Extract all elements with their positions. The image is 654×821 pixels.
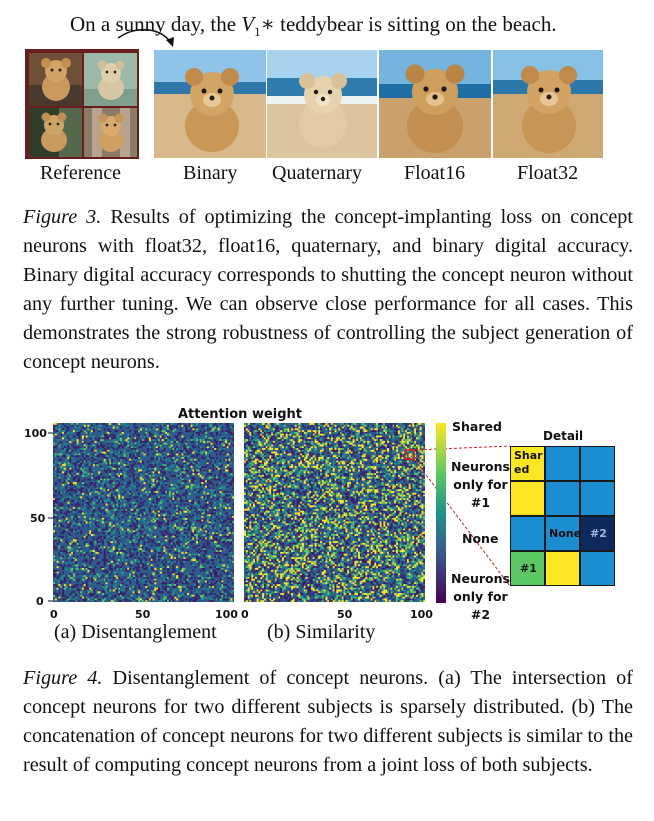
label-float32: Float32 bbox=[517, 162, 579, 184]
colorbar-label-none: None bbox=[462, 531, 499, 546]
figure3-prompt: On a sunny day, the V1∗ teddybear is sit… bbox=[70, 12, 557, 40]
detail-cell-none: None bbox=[545, 516, 581, 551]
float16-result-image bbox=[379, 50, 491, 158]
quaternary-result-image bbox=[267, 50, 377, 158]
subcaption-b: (b) Similarity bbox=[267, 621, 376, 643]
figure3-caption-text: Results of optimizing the concept-implan… bbox=[23, 206, 633, 373]
detail-cell bbox=[510, 481, 545, 516]
detail-grid: Shar ed None #2 #1 bbox=[510, 446, 615, 586]
reference-collage bbox=[25, 49, 139, 159]
x-tick-b-100: 100 bbox=[410, 608, 433, 621]
reference-image-3 bbox=[29, 108, 82, 157]
heatmap-similarity bbox=[244, 423, 426, 603]
detail-cell bbox=[545, 551, 580, 586]
detail-cell bbox=[580, 481, 615, 516]
x-tick-a-0: 0 bbox=[50, 608, 58, 621]
heatmap-disentanglement bbox=[53, 423, 235, 603]
detail-cell bbox=[545, 446, 580, 481]
colorbar bbox=[436, 423, 446, 603]
detail-cell-n1: #1 bbox=[510, 551, 545, 586]
float32-result-image bbox=[493, 50, 603, 158]
detail-cell-shared: Shar ed bbox=[510, 446, 545, 481]
y-axis-ticks bbox=[48, 432, 53, 602]
x-tick-a-100: 100 bbox=[215, 608, 238, 621]
detail-cell bbox=[545, 481, 580, 516]
detail-title: Detail bbox=[543, 429, 584, 443]
colorbar-label-shared: Shared bbox=[452, 419, 502, 434]
colorbar-label-only1: Neurons only for #1 bbox=[451, 459, 510, 510]
x-tick-b-0: 0 bbox=[241, 608, 249, 621]
figure4-caption-text: Disentanglement of concept neurons. (a) … bbox=[23, 667, 633, 776]
colorbar-label-only2: Neurons only for #2 bbox=[451, 571, 510, 622]
plot-title: Attention weight bbox=[178, 407, 303, 422]
heatmap-a-canvas bbox=[53, 423, 235, 603]
label-float16: Float16 bbox=[404, 162, 466, 184]
y-tick-0: 0 bbox=[36, 595, 44, 608]
x-tick-a-50: 50 bbox=[135, 608, 151, 621]
figure3-caption-label: Figure 3. bbox=[23, 206, 102, 228]
y-tick-50: 50 bbox=[30, 512, 46, 525]
detail-cell bbox=[510, 516, 545, 551]
subcaption-a: (a) Disentanglement bbox=[54, 621, 217, 643]
detail-cell bbox=[580, 446, 615, 481]
reference-image-1 bbox=[29, 53, 82, 106]
figure3-caption: Figure 3. Results of optimizing the conc… bbox=[23, 203, 633, 377]
detail-connector-lines bbox=[404, 445, 511, 587]
detail-cell-n2: #2 bbox=[580, 516, 615, 551]
label-binary: Binary bbox=[183, 162, 238, 184]
detail-cell bbox=[580, 551, 615, 586]
label-reference: Reference bbox=[40, 162, 122, 184]
figure4-caption: Figure 4. Disentanglement of concept neu… bbox=[23, 664, 633, 780]
reference-image-4 bbox=[84, 108, 137, 157]
curved-arrow-icon bbox=[117, 28, 174, 47]
reference-image-2 bbox=[84, 53, 137, 106]
heatmap-b-canvas bbox=[244, 423, 426, 603]
binary-result-image bbox=[154, 50, 266, 158]
label-quaternary: Quaternary bbox=[272, 162, 362, 184]
x-tick-b-50: 50 bbox=[337, 608, 353, 621]
figure4-caption-label: Figure 4. bbox=[23, 667, 103, 689]
y-tick-100: 100 bbox=[24, 427, 47, 440]
